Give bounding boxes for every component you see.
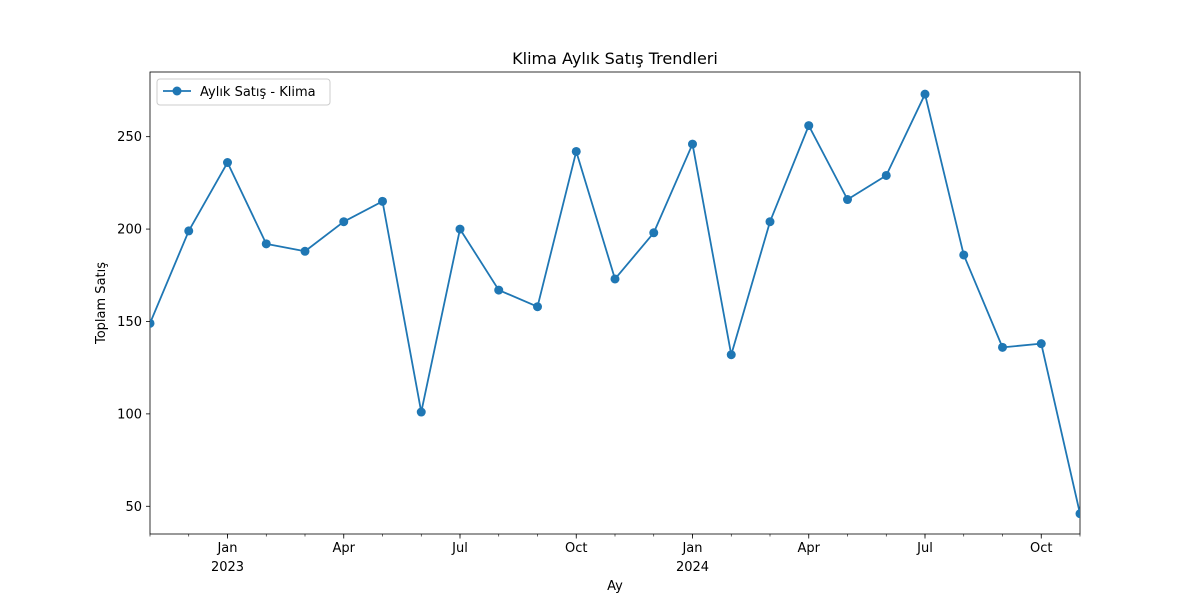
data-point xyxy=(1036,339,1046,349)
data-point xyxy=(920,89,930,99)
data-point xyxy=(881,170,891,180)
data-point xyxy=(649,228,659,238)
data-point xyxy=(959,250,969,260)
data-point xyxy=(494,285,504,295)
data-point xyxy=(571,146,581,156)
x-tick-label: Jan xyxy=(681,541,702,556)
x-tick-label: Oct xyxy=(1030,541,1052,556)
x-tick-label: Apr xyxy=(798,541,821,556)
data-point xyxy=(223,158,232,168)
data-point xyxy=(688,139,697,149)
series-line xyxy=(150,93,1080,514)
data-point xyxy=(455,224,465,234)
data-point xyxy=(843,195,852,205)
data-point xyxy=(150,318,155,328)
x-tick-year-label: 2023 xyxy=(211,560,244,575)
y-tick-label: 150 xyxy=(117,315,142,330)
data-point xyxy=(998,342,1007,352)
data-point xyxy=(1075,509,1080,519)
data-point xyxy=(610,274,620,284)
x-tick-label: Apr xyxy=(333,541,356,556)
plot-area: 50 100 150 200 250 Jan 2023 Apr Jul Oct Jan 2024 Apr… xyxy=(117,71,1081,575)
legend-marker xyxy=(172,86,182,96)
chart-title: Klima Aylık Satış Trendleri xyxy=(512,49,718,68)
data-point xyxy=(416,407,426,417)
data-point xyxy=(804,121,814,131)
data-point xyxy=(184,226,194,236)
plot-frame xyxy=(149,71,1081,535)
data-point xyxy=(261,239,271,249)
legend-box xyxy=(156,78,331,106)
y-axis-label: Toplam Satış xyxy=(94,262,109,345)
data-point xyxy=(339,217,349,227)
x-tick-label: Oct xyxy=(565,541,587,556)
legend-label: Aylık Satış - Klima xyxy=(200,85,316,100)
data-point xyxy=(300,246,310,256)
x-tick-label: Jul xyxy=(451,541,468,556)
y-tick-label: 50 xyxy=(125,500,142,515)
legend: Aylık Satış - Klima xyxy=(156,78,331,106)
x-tick-label: Jul xyxy=(916,541,933,556)
data-point xyxy=(533,302,542,312)
y-tick-label: 200 xyxy=(117,223,142,238)
y-tick-label: 100 xyxy=(117,407,142,422)
y-tick-label: 250 xyxy=(117,130,142,145)
data-point xyxy=(726,350,736,360)
data-point xyxy=(765,217,775,227)
x-tick-label: Jan xyxy=(216,541,237,556)
data-point xyxy=(378,196,387,206)
x-axis-label: Ay xyxy=(607,579,623,594)
x-tick-year-label: 2024 xyxy=(676,560,709,575)
